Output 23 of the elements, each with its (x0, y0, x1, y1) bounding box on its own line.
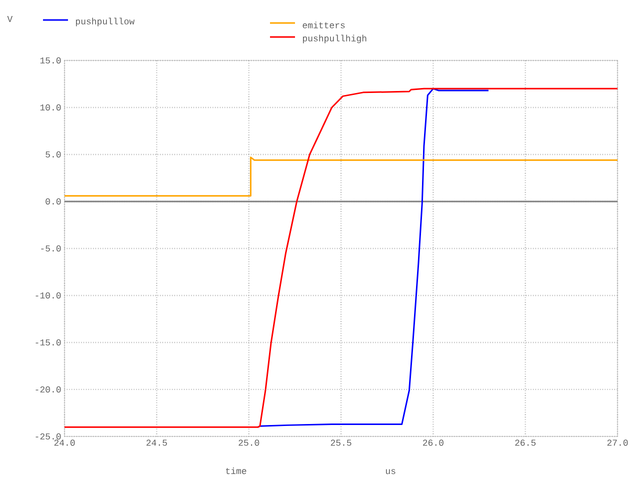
y-tick-label: -10.0 (36, 292, 61, 299)
x-tick-label: 26.5 (515, 440, 536, 446)
text: us (386, 469, 396, 474)
x-tick-label: 24.0 (54, 440, 75, 446)
y-tick-label: 15.0 (40, 57, 61, 64)
y-tick-label: -20.0 (36, 386, 61, 393)
legend-label: emitters (302, 22, 345, 28)
y-tick-label: 10.0 (40, 104, 61, 111)
y-axis-title: V (7, 16, 13, 22)
y-tick-label: -25.0 (36, 433, 61, 440)
y-tick-label: 5.0 (46, 151, 61, 158)
y-tick-label: -15.0 (36, 339, 61, 346)
x-tick-label: 26.0 (423, 440, 444, 446)
x-tick-label: 24.5 (146, 440, 167, 446)
x-tick-label: 27.0 (607, 440, 628, 446)
line-series (64, 88, 618, 428)
x-axis-title: time (226, 467, 246, 474)
y-tick-label: 0.0 (46, 198, 61, 205)
y-tick-label: -5.0 (41, 245, 61, 252)
x-tick-label: 25.5 (330, 440, 352, 446)
x-tick-label: 25.0 (238, 440, 260, 446)
legend-label: pushpulllow (76, 18, 135, 26)
legend-label: pushpullhigh (302, 34, 366, 44)
